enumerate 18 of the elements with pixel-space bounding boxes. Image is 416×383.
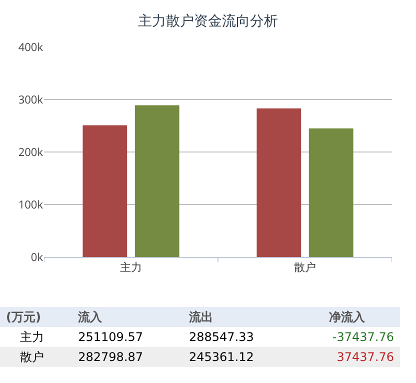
text: 282798.87 xyxy=(72,347,183,367)
text: 288547.33 xyxy=(188,329,255,346)
text: -37437.76 xyxy=(331,329,395,346)
category-label: 主力 xyxy=(20,330,44,344)
y-tick-label: 300k xyxy=(18,92,44,108)
y-tick-label: 400k xyxy=(18,40,44,55)
text: 净流入 xyxy=(294,307,400,327)
y-tick-label: 200k xyxy=(18,144,44,160)
text: 流出 xyxy=(182,307,294,327)
chart-title: 主力散户资金流向分析 xyxy=(138,11,278,30)
text: 流入 xyxy=(72,307,183,327)
y-tick-label: 100k xyxy=(18,197,44,212)
text: 37437.76 xyxy=(294,347,400,367)
text: (万元) xyxy=(0,307,72,327)
y-tick-label: 0k xyxy=(30,250,44,265)
category-label: 散户 xyxy=(20,350,44,364)
text: 251109.57 xyxy=(77,329,144,346)
text: 245361.12 xyxy=(182,347,294,367)
